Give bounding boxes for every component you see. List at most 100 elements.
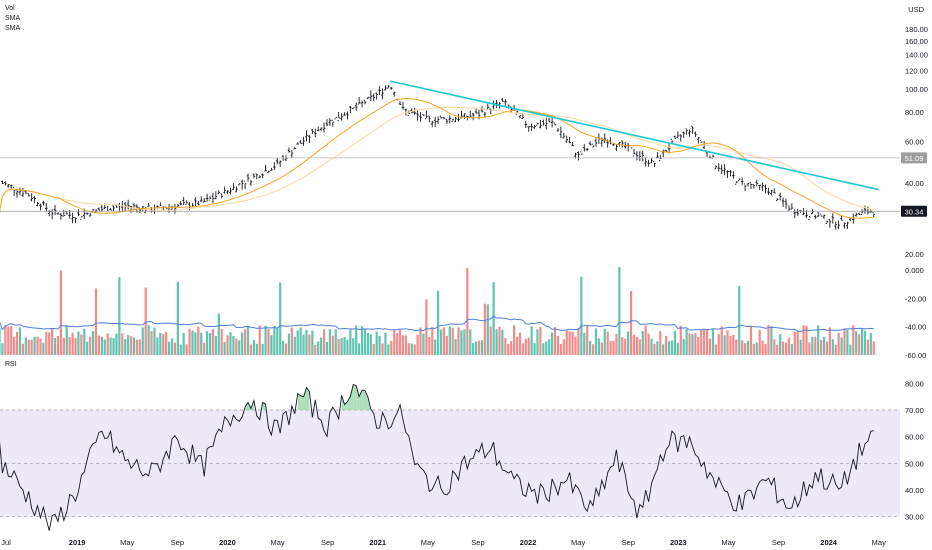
- volume-bar: [612, 340, 615, 355]
- volume-bar: [694, 333, 697, 355]
- volume-bar: [828, 327, 831, 355]
- volume-bar: [208, 333, 212, 355]
- x-tick-label: 2024: [820, 538, 838, 547]
- volume-bar: [42, 342, 45, 355]
- volume-bar: [255, 343, 258, 355]
- volume-bar: [238, 340, 241, 355]
- volume-bar: [480, 340, 484, 355]
- volume-bar: [840, 337, 843, 355]
- x-tick-label: 2023: [670, 538, 687, 547]
- volume-bar: [442, 327, 446, 355]
- volume-bar: [539, 327, 542, 355]
- volume-bar: [571, 331, 574, 355]
- volume-bar: [767, 325, 770, 355]
- volume-bar: [188, 328, 191, 355]
- volume-bar: [56, 336, 60, 355]
- rsi-overbought-fill: [303, 387, 307, 410]
- legend-sma-2: SMA: [5, 25, 21, 32]
- volume-bar: [331, 335, 334, 355]
- volume-bar: [805, 325, 808, 355]
- volume-bar: [86, 341, 89, 355]
- volume-bar: [597, 338, 600, 355]
- volume-bar: [545, 341, 548, 355]
- volume-bar: [781, 341, 785, 355]
- volume-bar: [504, 338, 507, 355]
- volume-bar: [97, 335, 101, 355]
- volume-bar: [618, 267, 621, 355]
- volume-bar: [530, 326, 533, 355]
- volume-bar: [94, 288, 98, 355]
- volume-bar: [518, 332, 522, 355]
- volume-bar: [644, 325, 647, 355]
- x-tick-label: May: [421, 538, 435, 547]
- rsi-overbought-fill: [306, 387, 310, 410]
- volume-bar: [670, 340, 674, 355]
- volume-bar: [773, 339, 776, 355]
- x-tick-label: Sep: [471, 538, 484, 547]
- volume-bar: [834, 344, 837, 355]
- sma-fast-line: [0, 97, 874, 219]
- volume-bar: [141, 327, 144, 355]
- price-y-tick: 80.00: [905, 108, 924, 117]
- volume-bar: [556, 335, 560, 355]
- volume-bar: [404, 335, 408, 355]
- volume-bar: [787, 337, 791, 355]
- volume-bar: [153, 327, 156, 355]
- volume-bar: [489, 326, 492, 355]
- volume-bar: [580, 276, 583, 355]
- volume-bar: [305, 329, 308, 355]
- legend-rsi: RSI: [5, 361, 17, 368]
- volume-bar: [589, 341, 592, 355]
- volume-bar: [603, 328, 606, 355]
- volume-bar: [738, 285, 741, 355]
- volume-bar: [267, 329, 270, 355]
- price-y-tick: 100.00: [905, 85, 928, 94]
- volume-bar: [363, 329, 367, 355]
- volume-bar: [814, 336, 817, 355]
- x-tick-label: May: [872, 538, 886, 547]
- volume-bar: [679, 325, 682, 355]
- volume-bar: [241, 332, 244, 355]
- volume-bar: [632, 334, 636, 355]
- volume-bar: [127, 335, 130, 355]
- rsi-y-tick: 40.00: [905, 486, 924, 495]
- volume-bar: [45, 331, 48, 355]
- rsi-overbought-fill: [353, 384, 357, 410]
- price-y-tick: 160.00: [905, 37, 928, 46]
- volume-bar: [387, 344, 390, 355]
- volume-bar: [501, 329, 504, 355]
- volume-bar: [755, 342, 758, 355]
- rsi-overbought-fill: [362, 390, 365, 410]
- volume-bar: [621, 337, 624, 355]
- volume-bar: [349, 329, 352, 355]
- volume-bar: [124, 338, 127, 355]
- volume-bar: [0, 327, 1, 355]
- volume-bar: [469, 329, 472, 355]
- volume-bar: [825, 341, 829, 355]
- volume-bar: [837, 332, 840, 355]
- volume-bar: [65, 325, 68, 355]
- volume-bar: [653, 343, 656, 355]
- volume-bar: [112, 338, 115, 355]
- volume-bar: [656, 341, 659, 355]
- volume-bar: [764, 344, 767, 355]
- volume-bar: [401, 335, 405, 355]
- volume-bar: [565, 330, 568, 355]
- volume-bar: [232, 336, 235, 355]
- volume-bar: [369, 334, 372, 355]
- volume-bar: [100, 336, 103, 355]
- volume-bar: [337, 338, 340, 355]
- volume-bar: [287, 333, 291, 355]
- volume-bar: [776, 344, 779, 355]
- volume-bar: [700, 329, 703, 355]
- volume-bar: [18, 327, 22, 355]
- volume-bar: [846, 329, 849, 355]
- volume-bar: [328, 329, 331, 355]
- volume-bar: [439, 329, 443, 355]
- volume-bar: [472, 343, 475, 355]
- volume-bar: [436, 290, 440, 355]
- volume-bar: [691, 334, 694, 355]
- volume-bar: [162, 334, 165, 355]
- volume-bar: [264, 325, 267, 355]
